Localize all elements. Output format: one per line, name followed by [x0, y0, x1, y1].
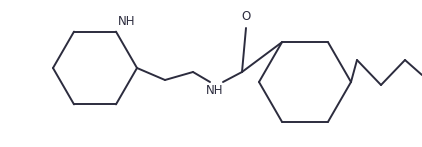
Text: NH: NH: [206, 84, 224, 97]
Text: O: O: [241, 10, 251, 23]
Text: NH: NH: [118, 15, 135, 28]
